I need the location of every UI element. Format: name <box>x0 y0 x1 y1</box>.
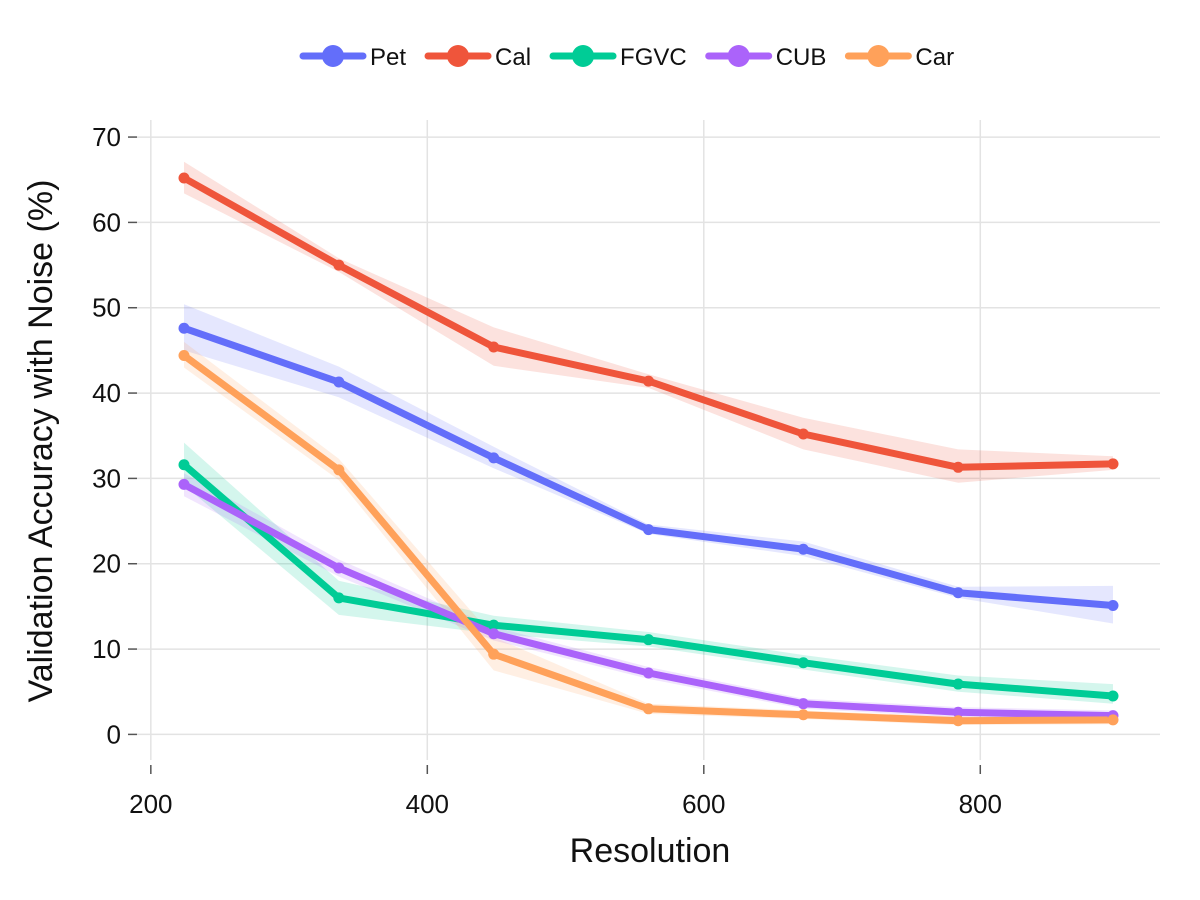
legend-item-car[interactable]: Car <box>844 44 954 71</box>
point-cal <box>797 428 809 440</box>
point-cub <box>178 478 190 490</box>
point-cub <box>643 667 654 679</box>
legend-swatch-marker <box>447 45 470 67</box>
legend-label: Pet <box>370 44 406 71</box>
band-fgvc <box>184 442 1113 704</box>
point-pet <box>488 452 500 464</box>
point-car <box>643 703 654 715</box>
legend-swatch-marker <box>727 45 750 67</box>
point-pet <box>1107 600 1119 612</box>
point-pet <box>178 322 190 334</box>
point-cub <box>952 706 964 718</box>
y-tick-label: 0 <box>107 719 121 749</box>
point-cal <box>952 461 964 473</box>
legend: Pet Cal FGVC CUB Car <box>299 44 954 71</box>
point-cal <box>643 375 654 387</box>
point-car <box>797 709 809 721</box>
point-cal <box>1107 458 1119 470</box>
x-axis-title: Resolution <box>570 832 731 870</box>
y-tick-label: 20 <box>92 549 121 579</box>
point-fgvc <box>178 459 190 471</box>
point-fgvc <box>1107 690 1119 702</box>
point-cal <box>333 259 345 271</box>
x-tick-label: 800 <box>959 789 1002 819</box>
gridlines <box>137 120 1160 760</box>
point-fgvc <box>952 678 964 690</box>
legend-item-cub[interactable]: CUB <box>705 44 827 71</box>
y-tick-label: 10 <box>92 634 121 664</box>
x-tick-label: 400 <box>406 789 449 819</box>
point-pet <box>797 543 809 555</box>
legend-label: FGVC <box>620 44 687 71</box>
point-car <box>488 648 500 660</box>
x-tick-label: 200 <box>129 789 172 819</box>
point-fgvc <box>797 657 809 669</box>
series-points <box>178 172 1119 727</box>
y-tick-label: 40 <box>92 378 121 408</box>
y-tick-label: 30 <box>92 463 121 493</box>
point-pet <box>643 524 654 536</box>
legend-item-fgvc[interactable]: FGVC <box>549 44 687 71</box>
point-car <box>333 464 345 476</box>
point-cub <box>333 562 345 574</box>
legend-item-pet[interactable]: Pet <box>299 44 406 71</box>
legend-swatch-marker <box>572 45 595 67</box>
point-fgvc <box>333 592 345 604</box>
band-pet <box>184 304 1113 624</box>
point-car <box>1107 714 1119 726</box>
legend-label: Cal <box>495 44 531 71</box>
point-cub <box>797 698 809 710</box>
axes: 0 10 20 30 40 50 60 70 200 400 600 800 <box>92 122 1002 819</box>
legend-item-cal[interactable]: Cal <box>424 44 531 71</box>
y-axis-title: Validation Accuracy with Noise (%) <box>22 180 60 703</box>
y-tick-label: 50 <box>92 293 121 323</box>
point-fgvc <box>643 634 654 646</box>
line-fgvc <box>180 461 1117 700</box>
band-cal <box>184 161 1113 483</box>
point-fgvc <box>488 619 500 631</box>
y-tick-label: 70 <box>92 122 121 152</box>
point-car <box>178 350 190 362</box>
point-cub <box>488 628 500 640</box>
line-car <box>180 352 1117 725</box>
line-cal <box>180 174 1117 471</box>
y-tick-label: 60 <box>92 207 121 237</box>
legend-swatch-marker <box>867 45 890 67</box>
x-tick-label: 600 <box>682 789 725 819</box>
point-car <box>952 715 964 727</box>
point-cal <box>178 172 190 184</box>
point-pet <box>333 376 345 388</box>
point-cal <box>488 341 500 353</box>
legend-label: CUB <box>776 44 827 71</box>
legend-label: Car <box>915 44 954 71</box>
legend-swatch-marker <box>322 45 344 67</box>
point-pet <box>952 587 964 599</box>
